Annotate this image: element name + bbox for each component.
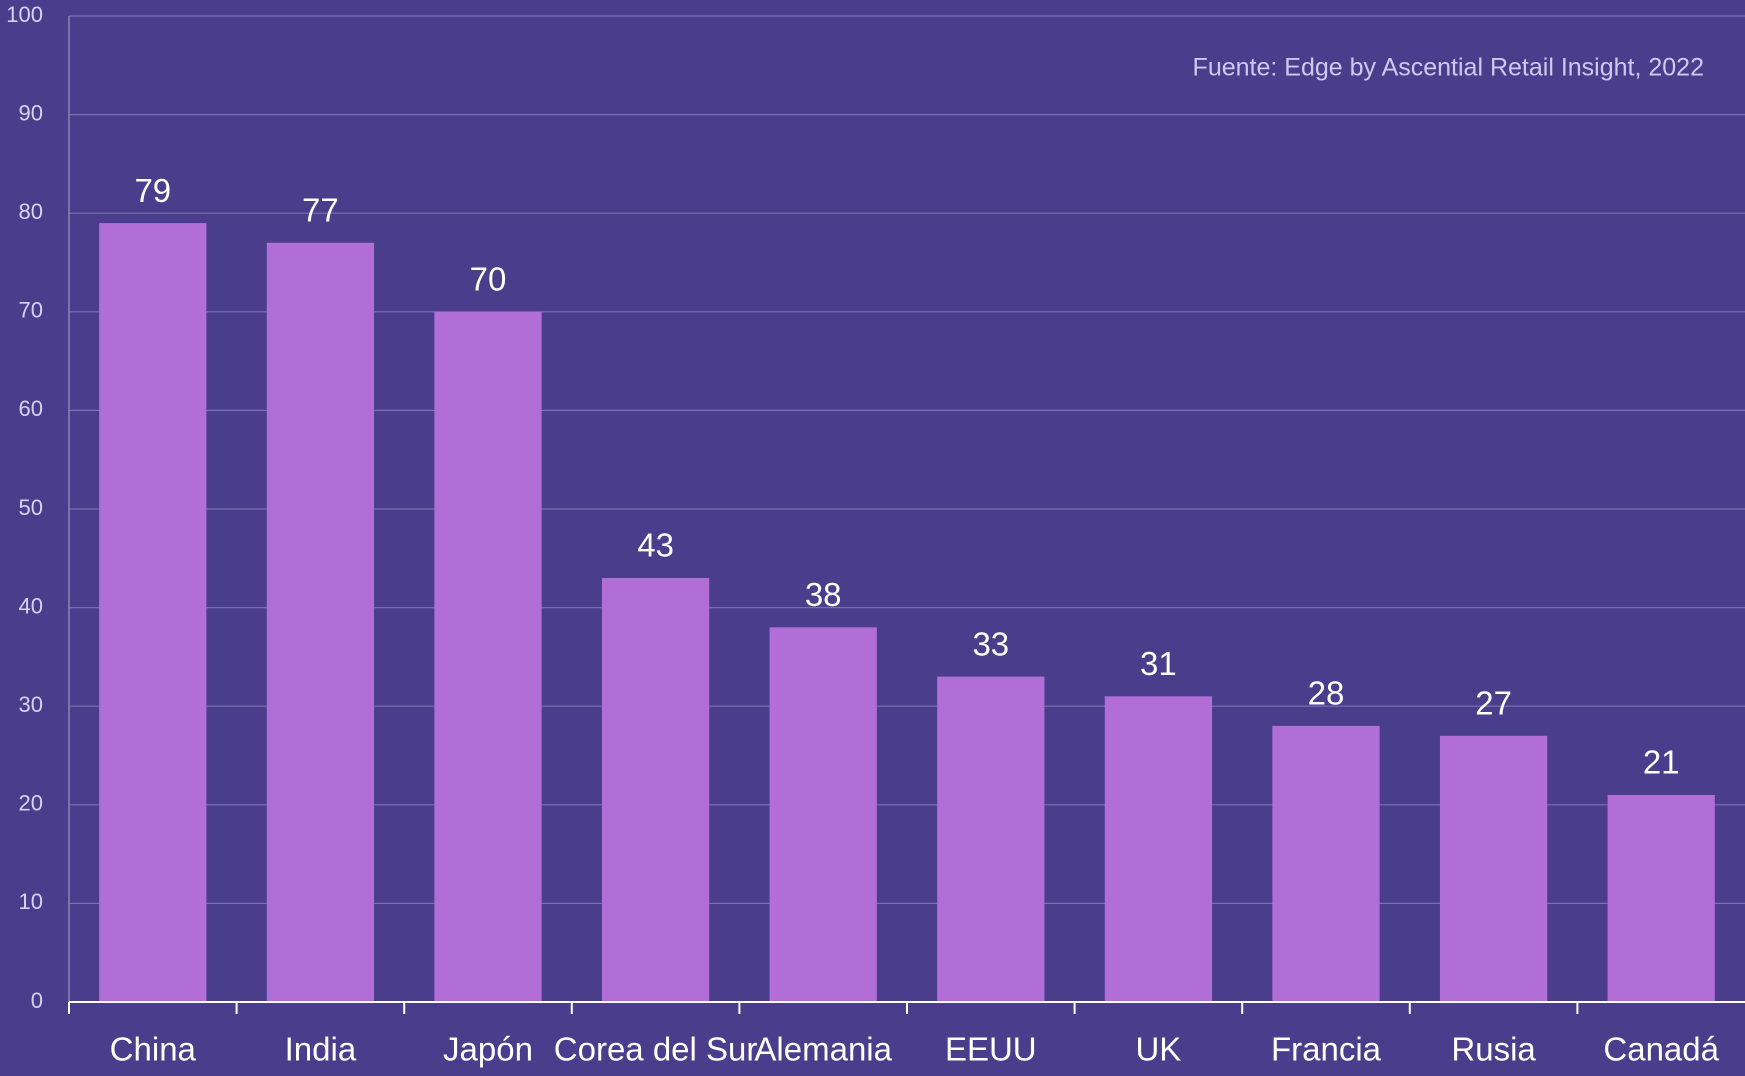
bar [434, 311, 542, 1002]
value-label: 79 [134, 172, 171, 209]
bar [99, 223, 207, 1002]
x-tick-label: UK [1135, 1031, 1181, 1068]
y-tick-label: 70 [19, 298, 43, 323]
y-tick-label: 0 [31, 988, 43, 1013]
bar [601, 578, 710, 1002]
value-label: 33 [972, 625, 1009, 662]
x-tick-label: Alemania [754, 1031, 892, 1068]
x-tick-label: Japón [443, 1031, 533, 1068]
x-tick-label: Canadá [1603, 1031, 1719, 1068]
y-tick-label: 100 [6, 2, 43, 27]
x-tick-label: Corea del Sur [554, 1031, 758, 1068]
y-tick-label: 30 [19, 692, 43, 717]
x-tick-label: Francia [1271, 1031, 1382, 1068]
y-tick-label: 90 [19, 100, 43, 125]
value-label: 28 [1308, 675, 1345, 712]
value-label: 70 [470, 261, 507, 298]
y-tick-label: 40 [19, 593, 43, 618]
x-tick-label: China [110, 1031, 197, 1068]
x-tick-label: India [285, 1031, 357, 1068]
y-tick-label: 80 [19, 199, 43, 224]
value-label: 21 [1643, 744, 1680, 781]
value-label: 38 [805, 576, 842, 613]
x-tick-label: Rusia [1451, 1031, 1536, 1068]
x-tick-label: EEUU [945, 1031, 1037, 1068]
y-tick-label: 10 [19, 889, 43, 914]
bar [1439, 735, 1548, 1002]
bar [1272, 725, 1380, 1002]
bar [769, 627, 877, 1002]
value-label: 43 [637, 527, 674, 564]
bar [1104, 696, 1213, 1002]
source-note: Fuente: Edge by Ascential Retail Insight… [1193, 54, 1704, 82]
bar [937, 676, 1045, 1002]
value-label: 27 [1475, 684, 1512, 721]
value-label: 31 [1140, 645, 1177, 682]
bar [266, 242, 375, 1002]
y-tick-label: 60 [19, 396, 43, 421]
bar [1607, 794, 1715, 1002]
y-tick-label: 20 [19, 791, 43, 816]
value-label: 77 [302, 191, 339, 228]
y-tick-label: 50 [19, 495, 43, 520]
